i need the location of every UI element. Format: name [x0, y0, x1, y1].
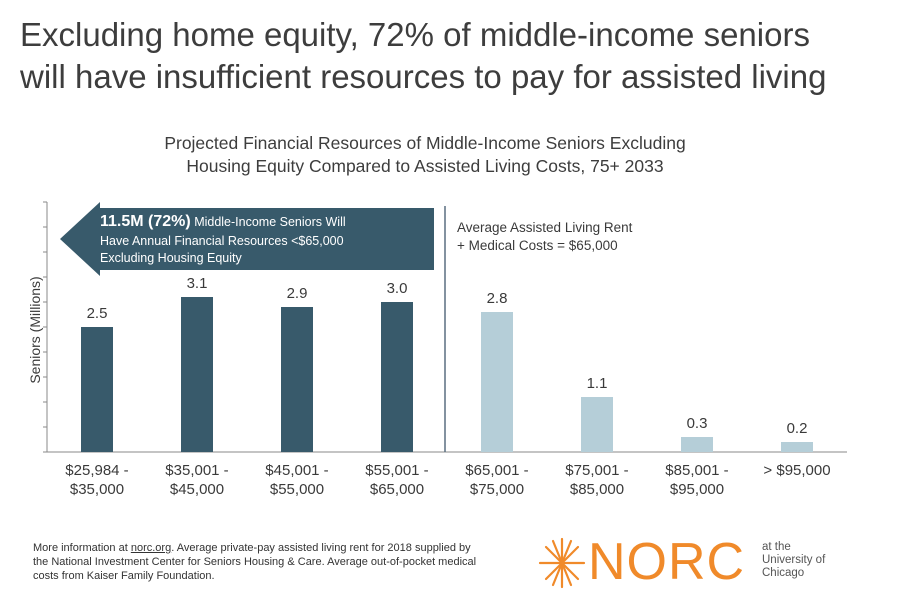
bar [81, 327, 113, 452]
data-label: 0.3 [687, 415, 708, 432]
x-tick-label: $45,000 [170, 481, 224, 498]
logo-sub-1: at the [762, 541, 791, 553]
x-tick-label: > $95,000 [763, 462, 830, 479]
norc-link[interactable]: norc.org [130, 542, 172, 554]
logo-sub-2: University of [762, 554, 826, 566]
data-label: 2.8 [487, 290, 508, 307]
bar [681, 437, 713, 452]
x-tick-label: $55,000 [270, 481, 324, 498]
bar [581, 397, 613, 452]
data-label: 2.9 [287, 285, 308, 302]
y-axis-label: Seniors (Millions) [27, 276, 43, 383]
logo-sub-3: Chicago [762, 567, 805, 579]
starburst-icon [538, 537, 586, 589]
bar [481, 312, 513, 452]
footer-rest-1: . Average private-pay assisted living re… [171, 542, 471, 554]
logo-wordmark: NORC [588, 533, 746, 591]
annotation-line-1: Average Assisted Living Rent [457, 220, 633, 235]
data-label: 1.1 [587, 375, 608, 392]
callout-line-1-rest: Middle-Income Seniors Will [191, 215, 346, 229]
bar [181, 297, 213, 452]
footer-line-3: costs from Kaiser Family Foundation. [33, 570, 215, 582]
norc-logo: NORC at the University of Chicago [538, 533, 868, 591]
chart-title-line-2: Housing Equity Compared to Assisted Livi… [186, 156, 664, 176]
footer-prefix: More information at [33, 542, 131, 554]
data-label: 3.0 [387, 280, 408, 297]
chart-title-line-1: Projected Financial Resources of Middle-… [164, 133, 686, 153]
bar [281, 307, 313, 452]
x-tick-label: $85,001 - [665, 462, 728, 479]
data-label: 3.1 [187, 275, 208, 292]
x-tick-label: $85,000 [570, 481, 624, 498]
x-tick-label: $65,001 - [465, 462, 528, 479]
footer-line-2: the National Investment Center for Senio… [33, 556, 477, 568]
x-tick-label: $75,001 - [565, 462, 628, 479]
callout-line-3: Excluding Housing Equity [100, 251, 242, 265]
callout-highlight: 11.5M (72%) [100, 213, 191, 230]
footer-note: More information at norc.org. Average pr… [33, 541, 533, 583]
chart-title: Projected Financial Resources of Middle-… [40, 132, 810, 178]
x-tick-label: $95,000 [670, 481, 724, 498]
headline: Excluding home equity, 72% of middle-inc… [20, 14, 900, 98]
headline-line-1: Excluding home equity, 72% of middle-inc… [20, 16, 810, 53]
logo-subtitle: at the University of Chicago [762, 541, 862, 580]
callout-line-2: Have Annual Financial Resources <$65,000 [100, 234, 344, 248]
x-tick-label: $65,000 [370, 481, 424, 498]
callout-line-1: 11.5M (72%) Middle-Income Seniors Will [100, 213, 346, 230]
data-label: 2.5 [87, 305, 108, 322]
x-tick-label: $75,000 [470, 481, 524, 498]
bar [781, 442, 813, 452]
headline-line-2: will have insufficient resources to pay … [20, 58, 827, 95]
data-label: 0.2 [787, 420, 808, 437]
annotation-line-2: + Medical Costs = $65,000 [457, 238, 618, 253]
x-tick-label: $35,000 [70, 481, 124, 498]
x-tick-label: $55,001 - [365, 462, 428, 479]
x-tick-label: $35,001 - [165, 462, 228, 479]
x-tick-label: $25,984 - [65, 462, 128, 479]
bar-chart: Seniors (Millions) 2.5 $25,984 - $35,000 3.1… [27, 201, 847, 498]
callout-arrow [60, 202, 434, 276]
x-tick-label: $45,001 - [265, 462, 328, 479]
bar [381, 302, 413, 452]
